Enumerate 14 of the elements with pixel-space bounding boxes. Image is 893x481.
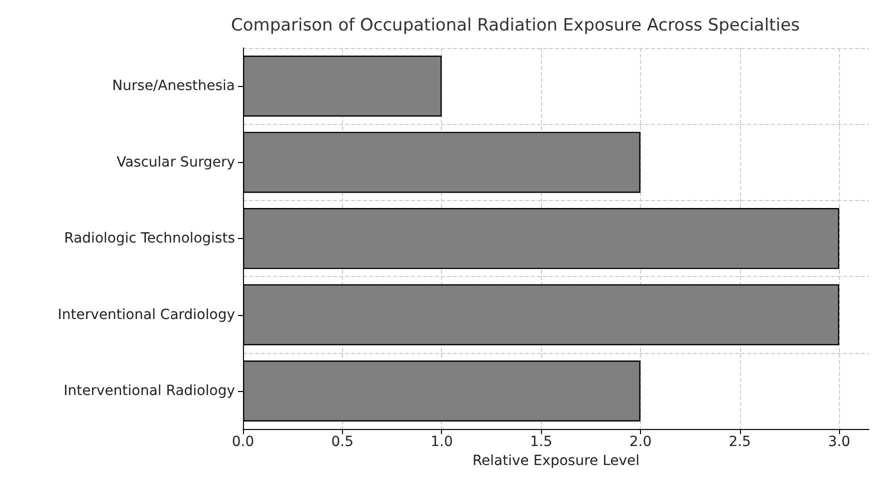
x-tick-label: 1.0: [430, 434, 453, 450]
y-tick-label: Nurse/Anesthesia: [112, 78, 235, 94]
x-tick-label: 0.0: [232, 434, 254, 450]
x-tick-label: 2.5: [728, 434, 751, 450]
x-tick-label: 3.0: [828, 434, 850, 450]
y-tick-label: Vascular Surgery: [116, 154, 235, 170]
x-tick-label: 0.5: [331, 434, 354, 450]
x-tick-label: 1.5: [530, 434, 552, 450]
y-tick-label: Interventional Cardiology: [58, 306, 235, 323]
y-tick-label: Radiologic Technologists: [64, 230, 235, 247]
chart-title: Comparison of Occupational Radiation Exposure Across Specialties: [231, 16, 800, 36]
x-axis-title: Relative Exposure Level: [472, 453, 640, 469]
x-tick-label: 2.0: [629, 434, 652, 450]
y-tick-label: Interventional Radiology: [64, 382, 235, 399]
